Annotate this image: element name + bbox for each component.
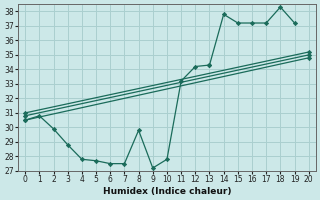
X-axis label: Humidex (Indice chaleur): Humidex (Indice chaleur) — [103, 187, 231, 196]
